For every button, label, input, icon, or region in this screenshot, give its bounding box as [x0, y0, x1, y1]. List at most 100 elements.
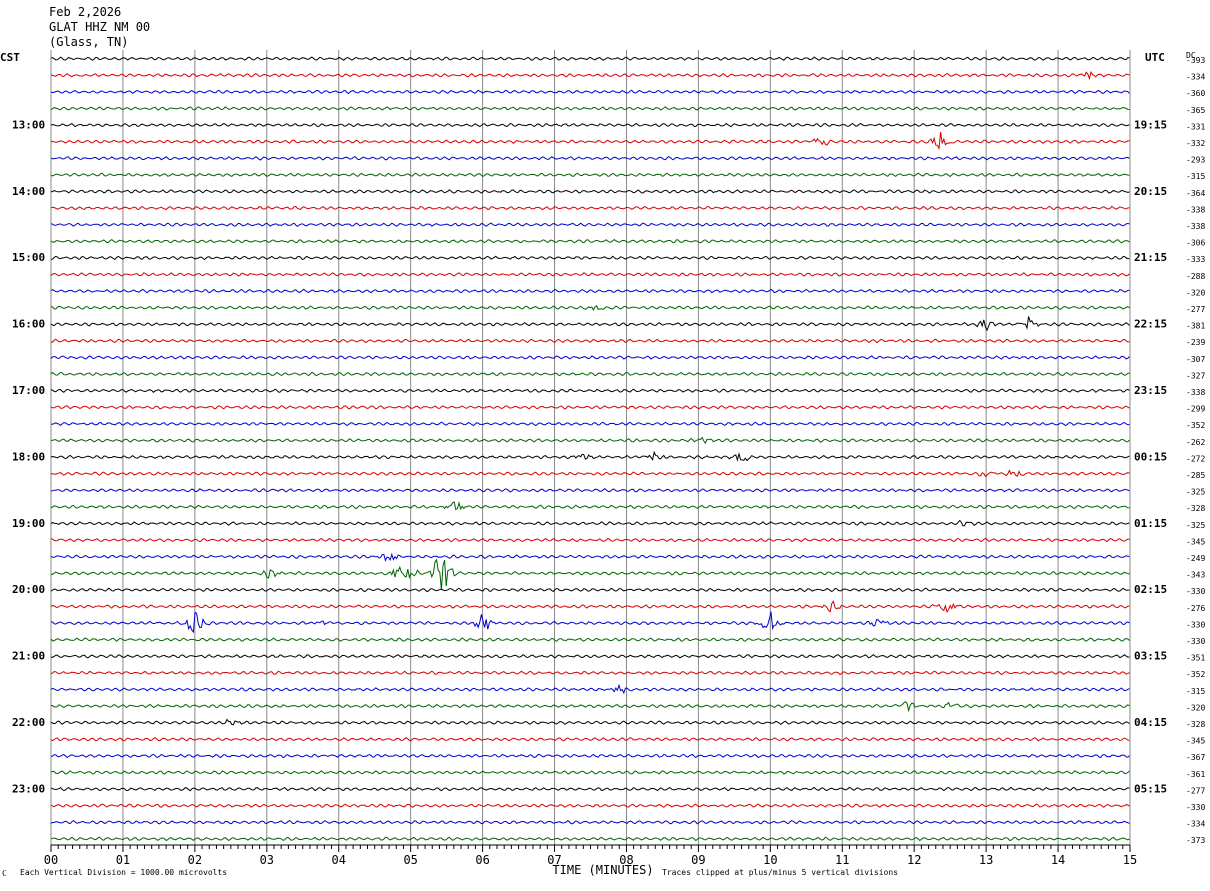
trace-line	[50, 316, 1130, 332]
dc-offset-label: -320	[1186, 288, 1205, 297]
dc-offset-label: -330	[1186, 620, 1205, 629]
x-axis-title: TIME (MINUTES)	[552, 863, 653, 877]
trace-line	[50, 737, 1130, 742]
dc-offset-label: -351	[1186, 654, 1205, 663]
trace-line	[50, 683, 1130, 695]
dc-offset-label: -334	[1186, 820, 1205, 829]
dc-offset-label: -277	[1186, 305, 1205, 314]
utc-hour-label: 19:15	[1134, 118, 1167, 131]
trace-line	[50, 205, 1130, 211]
x-tick-label: 13	[979, 853, 993, 867]
trace-line	[50, 371, 1130, 377]
dc-offset-label: -345	[1186, 537, 1205, 546]
dc-offset-label: -381	[1186, 322, 1205, 331]
local-hour-label: 13:00	[12, 118, 45, 131]
trace-line	[50, 255, 1130, 261]
trace-line	[50, 670, 1130, 676]
x-tick-label: 14	[1051, 853, 1065, 867]
trace-line	[50, 222, 1130, 227]
trace-line	[50, 587, 1130, 593]
trace-line	[50, 786, 1130, 792]
dc-offset-label: -320	[1186, 703, 1205, 712]
time-gridlines	[50, 50, 1131, 845]
trace-line	[50, 653, 1130, 659]
x-axis: 00 01 02 03 04 05 06 07 08 09 10 11 12 13 14 15	[44, 844, 1137, 867]
trace-line	[50, 600, 1130, 614]
x-tick-label: 06	[475, 853, 489, 867]
utc-hour-label: 23:15	[1134, 384, 1167, 397]
local-hour-label: 15:00	[12, 251, 45, 264]
header-date: Feb 2,2026	[49, 5, 121, 19]
dc-offset-label: -333	[1186, 255, 1205, 264]
dc-offset-label: -345	[1186, 737, 1205, 746]
trace-line	[50, 421, 1130, 427]
dc-offset-label: -299	[1186, 405, 1205, 414]
trace-line	[50, 272, 1130, 277]
dc-offset-label: -352	[1186, 670, 1205, 679]
trace-line	[50, 819, 1130, 825]
trace-line	[50, 611, 1130, 634]
dc-offset-label: -276	[1186, 604, 1205, 613]
dc-offset-label: -315	[1186, 172, 1205, 181]
dc-offset-label: -361	[1186, 770, 1205, 779]
trace-line	[50, 519, 1130, 527]
dc-header-label: DC	[1186, 51, 1196, 60]
x-tick-label: 07	[547, 853, 561, 867]
x-tick-label: 12	[907, 853, 921, 867]
utc-hour-label: 03:15	[1134, 650, 1167, 663]
trace-line	[50, 305, 1130, 311]
header-station: GLAT HHZ NM 00	[49, 20, 150, 34]
utc-hour-labels: 19:15 20:15 21:15 22:15 23:15 00:15 01:15 02:15…	[1134, 118, 1167, 795]
local-hour-label: 23:00	[12, 782, 45, 795]
dc-offset-label: -365	[1186, 106, 1205, 115]
right-timezone-label: UTC	[1145, 51, 1165, 64]
trace-line	[50, 122, 1130, 128]
scale-note: Each Vertical Division = 1000.00 microvo…	[20, 868, 227, 877]
utc-hour-label: 01:15	[1134, 517, 1167, 530]
trace-line	[50, 836, 1130, 842]
trace-line	[50, 637, 1130, 642]
x-tick-label: 15	[1123, 853, 1137, 867]
footer-marker: ℂ	[2, 869, 7, 878]
trace-line	[50, 238, 1130, 244]
trace-line	[50, 338, 1130, 344]
dc-offset-label: -262	[1186, 438, 1205, 447]
dc-offset-label: -338	[1186, 205, 1205, 214]
dc-offset-label: -330	[1186, 803, 1205, 812]
clip-note: Traces clipped at plus/minus 5 vertical …	[662, 868, 898, 877]
trace-line	[50, 106, 1130, 111]
trace-line	[50, 388, 1130, 393]
x-tick-label: 00	[44, 853, 58, 867]
trace-line	[50, 70, 1130, 81]
dc-offset-label: -367	[1186, 753, 1205, 762]
x-tick-label: 11	[835, 853, 849, 867]
trace-line	[50, 500, 1130, 511]
local-hour-label: 16:00	[12, 318, 45, 331]
dc-offset-label: -393	[1186, 56, 1205, 65]
dc-offset-label: -325	[1186, 521, 1205, 530]
header-location: (Glass, TN)	[49, 35, 128, 49]
x-tick-label: 04	[332, 853, 346, 867]
dc-offset-label: -306	[1186, 239, 1205, 248]
dc-offset-label: -330	[1186, 587, 1205, 596]
trace-line	[50, 450, 1130, 462]
dc-offset-label: -352	[1186, 421, 1205, 430]
local-hour-label: 14:00	[12, 185, 45, 198]
x-tick-label: 01	[116, 853, 130, 867]
dc-offset-label: -338	[1186, 388, 1205, 397]
dc-offset-label: -272	[1186, 454, 1205, 463]
dc-offset-label: -331	[1186, 122, 1205, 131]
dc-offset-label: -307	[1186, 355, 1205, 364]
trace-line	[50, 488, 1130, 493]
local-hour-label: 20:00	[12, 583, 45, 596]
x-tick-label: 09	[691, 853, 705, 867]
trace-line	[50, 155, 1130, 161]
dc-offset-label: -332	[1186, 139, 1205, 148]
trace-line	[50, 803, 1130, 808]
trace-line	[50, 753, 1130, 759]
x-tick-label: 02	[188, 853, 202, 867]
dc-offset-label: -364	[1186, 189, 1205, 198]
dc-offset-label: -277	[1186, 786, 1205, 795]
trace-line	[50, 131, 1130, 151]
